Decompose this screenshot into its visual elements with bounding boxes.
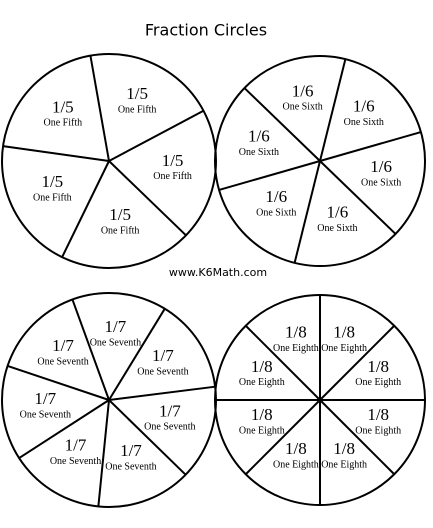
segment-fraction: 1/7 bbox=[34, 389, 56, 408]
segment-fraction: 1/7 bbox=[120, 441, 142, 460]
segment-name: One Seventh bbox=[20, 409, 71, 420]
segment-name: One Eighth bbox=[273, 343, 319, 354]
segment-name: One Fifth bbox=[153, 171, 192, 182]
segment-name: One Fifth bbox=[44, 118, 83, 129]
divider bbox=[218, 160, 321, 191]
segment-name: One Seventh bbox=[37, 356, 88, 367]
segment-fraction: 1/8 bbox=[285, 439, 307, 458]
segment-fraction: 1/8 bbox=[333, 323, 355, 342]
divider bbox=[108, 109, 204, 162]
segment-name: One Eighth bbox=[355, 425, 401, 436]
divider bbox=[243, 87, 321, 162]
divider bbox=[108, 399, 187, 476]
segment-name: One Sixth bbox=[282, 102, 322, 113]
segment-fraction: 1/6 bbox=[248, 127, 270, 146]
divider bbox=[7, 364, 110, 401]
segment-fraction: 1/8 bbox=[367, 357, 389, 376]
title: Fraction Circles bbox=[145, 21, 267, 40]
segment-name: One Eighth bbox=[239, 377, 285, 388]
segment-fraction: 1/5 bbox=[109, 205, 131, 224]
divider bbox=[108, 160, 187, 237]
divider bbox=[89, 55, 110, 162]
segment-name: One Fifth bbox=[101, 226, 140, 237]
divider bbox=[2, 145, 110, 162]
divider bbox=[319, 399, 395, 475]
segment-fraction: 1/5 bbox=[41, 172, 63, 191]
segment-name: One Eighth bbox=[355, 377, 401, 388]
segment-fraction: 1/6 bbox=[292, 81, 314, 100]
divider bbox=[319, 160, 397, 235]
segment-name: One Seventh bbox=[144, 422, 195, 433]
divider bbox=[245, 325, 321, 401]
segment-name: One Fifth bbox=[33, 192, 72, 203]
divider bbox=[97, 399, 110, 507]
segment-fraction: 1/7 bbox=[159, 401, 181, 420]
fraction-circle bbox=[214, 55, 426, 267]
segment-fraction: 1/5 bbox=[126, 84, 148, 103]
segment-name: One Eighth bbox=[321, 460, 367, 471]
segment-fraction: 1/5 bbox=[162, 151, 184, 170]
divider bbox=[18, 399, 110, 459]
segment-fraction: 1/8 bbox=[285, 323, 307, 342]
segment-fraction: 1/6 bbox=[265, 187, 287, 206]
segment-name: One Sixth bbox=[256, 208, 296, 219]
segment-name: One Fifth bbox=[118, 105, 157, 116]
segment-fraction: 1/5 bbox=[52, 97, 74, 116]
segment-fraction: 1/7 bbox=[52, 336, 74, 355]
segment-name: One Sixth bbox=[344, 117, 384, 128]
divider bbox=[108, 308, 166, 401]
segment-fraction: 1/8 bbox=[367, 405, 389, 424]
segment-name: One Eighth bbox=[239, 425, 285, 436]
segment-name: One Sixth bbox=[317, 223, 357, 234]
divider bbox=[319, 325, 395, 401]
segment-name: One Sixth bbox=[239, 147, 279, 158]
segment-fraction: 1/7 bbox=[105, 317, 127, 336]
segment-name: One Seventh bbox=[90, 337, 141, 348]
divider bbox=[293, 160, 321, 264]
divider bbox=[319, 131, 422, 162]
divider bbox=[108, 385, 216, 401]
segment-name: One Seventh bbox=[50, 456, 101, 467]
segment-fraction: 1/7 bbox=[65, 436, 87, 455]
segment-fraction: 1/8 bbox=[333, 439, 355, 458]
segment-fraction: 1/8 bbox=[251, 405, 273, 424]
segment-name: One Seventh bbox=[137, 366, 188, 377]
divider bbox=[245, 399, 321, 475]
divider bbox=[61, 160, 110, 258]
segment-fraction: 1/7 bbox=[152, 346, 174, 365]
segment-name: One Seventh bbox=[105, 462, 156, 473]
segment-name: One Eighth bbox=[273, 460, 319, 471]
divider bbox=[319, 58, 347, 162]
segment-fraction: 1/8 bbox=[251, 357, 273, 376]
website: www.K6Math.com bbox=[169, 266, 267, 279]
segment-fraction: 1/6 bbox=[326, 202, 348, 221]
segment-name: One Sixth bbox=[361, 178, 401, 189]
segment-name: One Eighth bbox=[321, 343, 367, 354]
segment-fraction: 1/6 bbox=[370, 157, 392, 176]
segment-fraction: 1/6 bbox=[353, 97, 375, 116]
divider bbox=[71, 299, 110, 401]
